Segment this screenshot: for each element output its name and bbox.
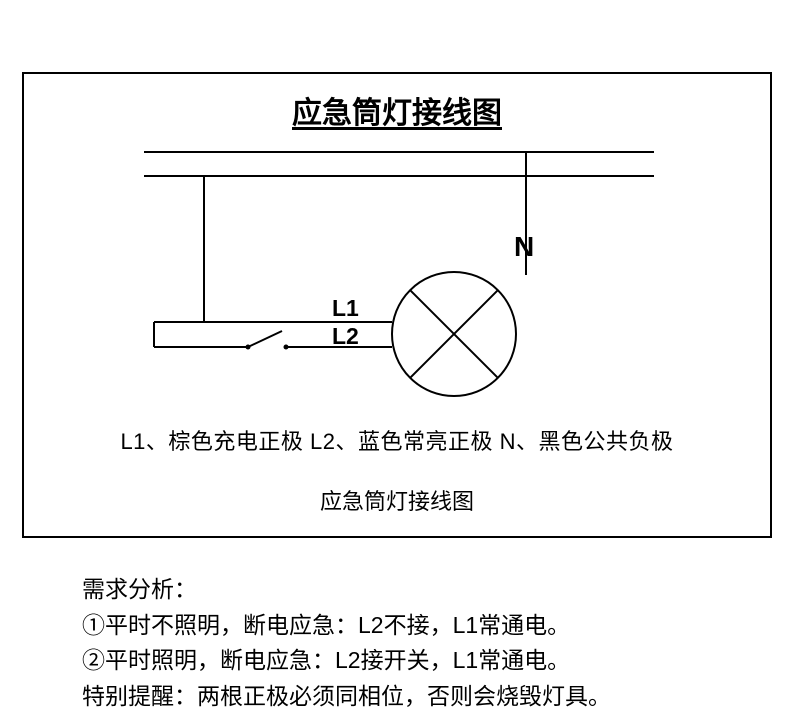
legend-l2: L2、蓝色常亮正极 — [310, 429, 493, 454]
analysis-warning: 特别提醒：两根正极必须同相位，否则会烧毁灯具。 — [82, 679, 611, 715]
analysis-block: 需求分析： ①平时不照明，断电应急：L2不接，L1常通电。 ②平时照明，断电应急… — [82, 572, 611, 715]
analysis-line1: ①平时不照明，断电应急：L2不接，L1常通电。 — [82, 608, 611, 644]
analysis-line2: ②平时照明，断电应急：L2接开关，L1常通电。 — [82, 643, 611, 679]
analysis-heading: 需求分析： — [82, 572, 611, 608]
diagram-caption: 应急筒灯接线图 — [24, 484, 770, 516]
legend-l1: L1、棕色充电正极 — [120, 429, 303, 454]
wiring-diagram: L1L2 N — [24, 134, 774, 414]
svg-text:L1: L1 — [332, 295, 359, 321]
diagram-title: 应急筒灯接线图 — [24, 88, 770, 132]
svg-text:L2: L2 — [332, 323, 359, 349]
legend-line: L1、棕色充电正极 L2、蓝色常亮正极 N、黑色公共负极 — [24, 424, 770, 456]
svg-text:N: N — [514, 231, 534, 262]
diagram-frame: 应急筒灯接线图 L1L2 N L1、棕色充电正极 L2、蓝色常亮正极 N、黑色公共… — [22, 72, 772, 538]
legend-n: N、黑色公共负极 — [500, 429, 674, 454]
